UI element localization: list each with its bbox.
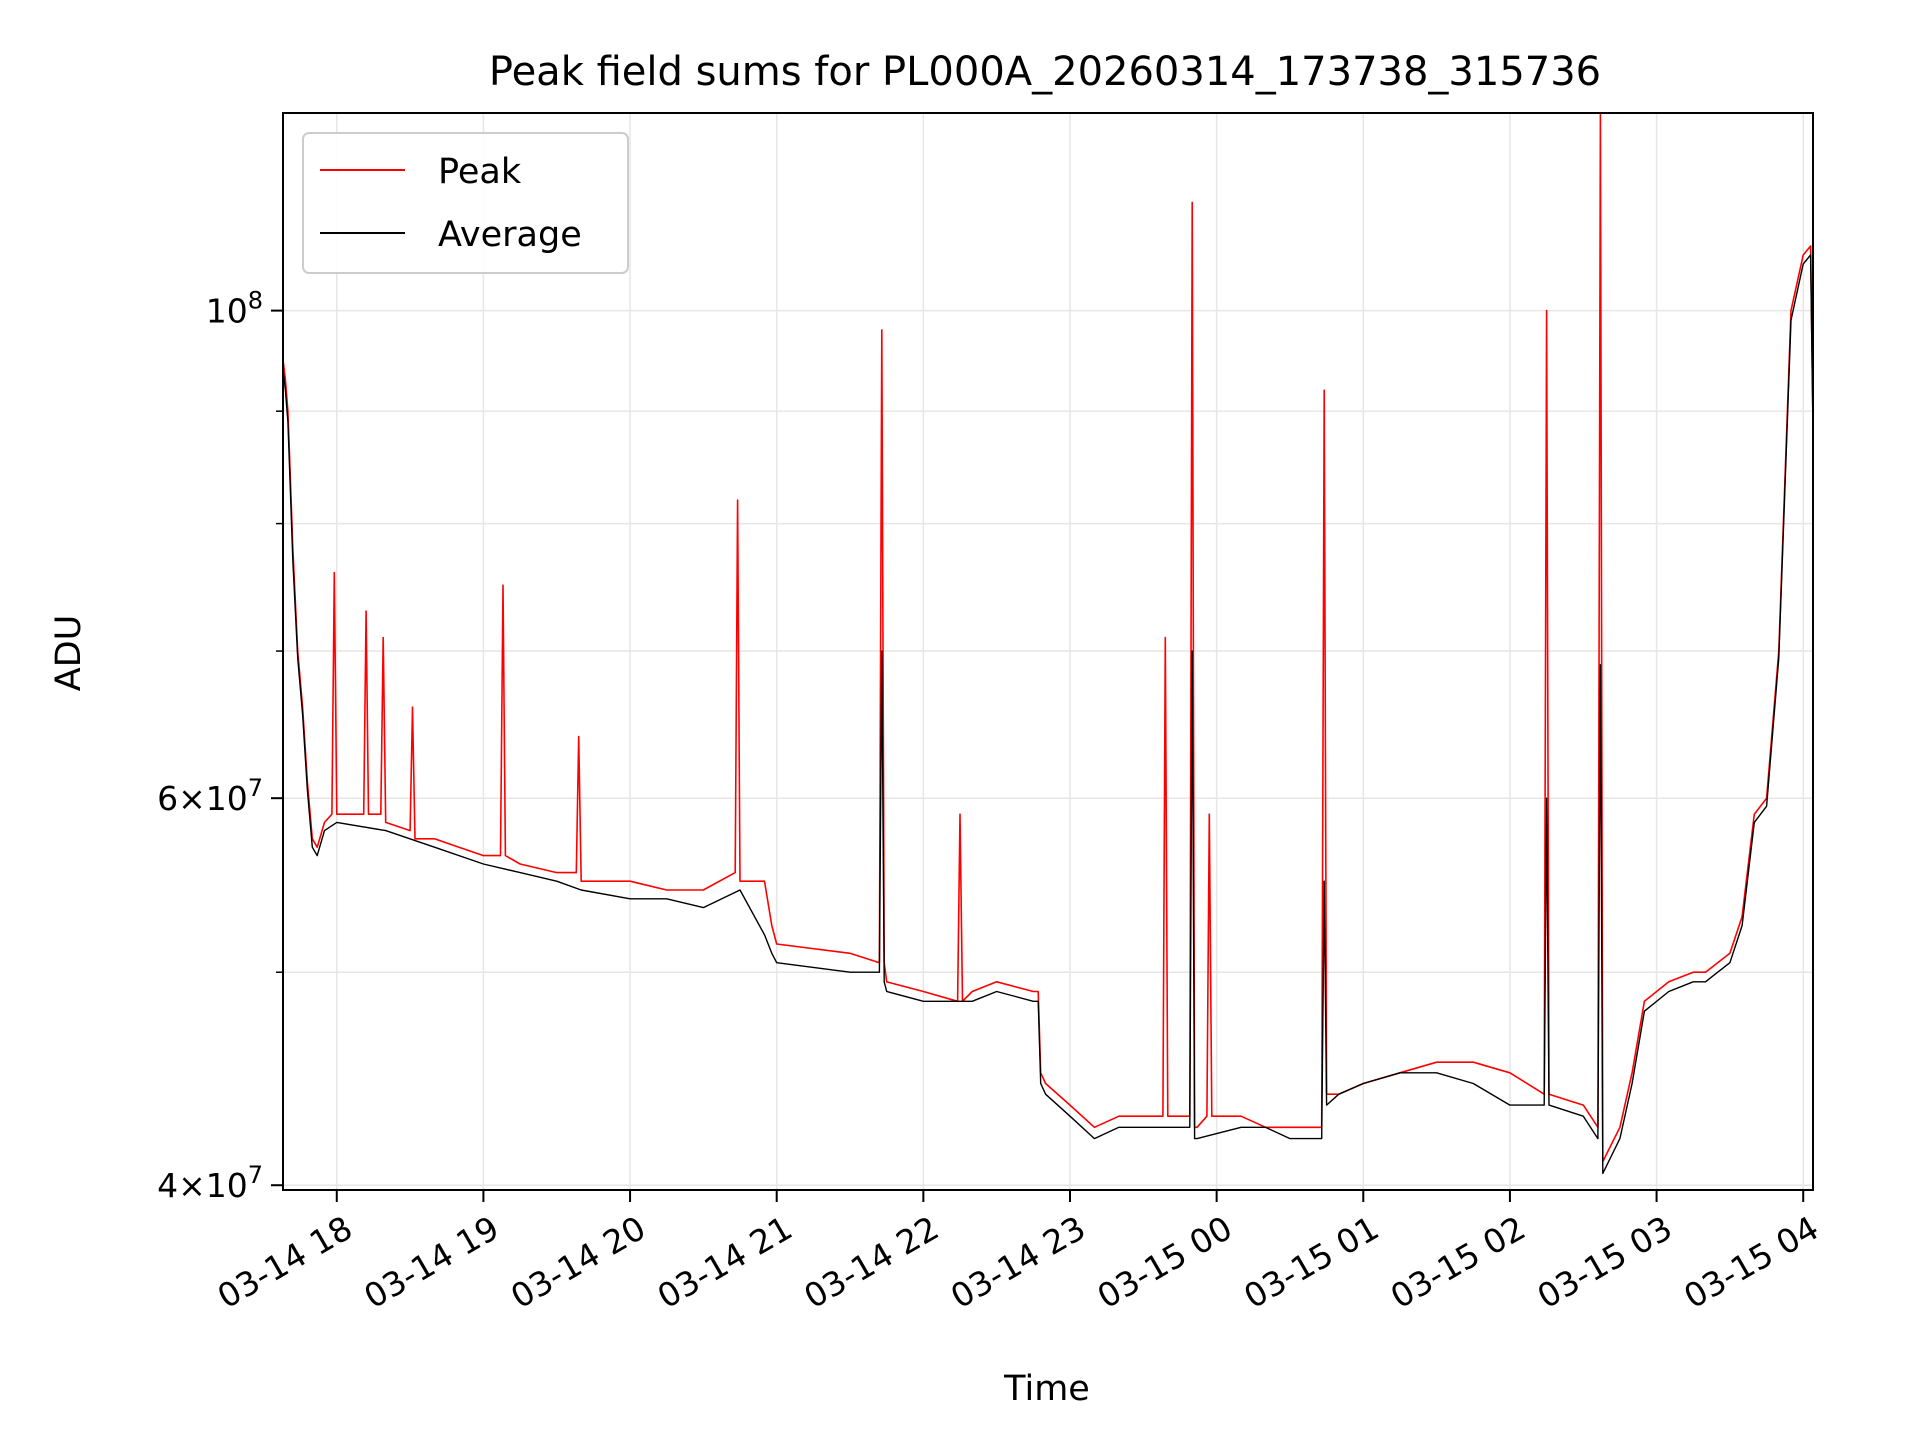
x-axis-label: Time [1003, 1369, 1090, 1409]
series-layer [282, 112, 1814, 1175]
y-tick-label: 108 [206, 287, 263, 331]
grid [283, 113, 1813, 1190]
y-tick-label: 6×107 [157, 774, 263, 818]
y-axis-label: ADU [49, 615, 89, 692]
legend-average-label: Average [438, 215, 582, 255]
legend: Peak Average [302, 132, 629, 274]
y-tick-label: 4×107 [157, 1161, 263, 1205]
legend-peak-label: Peak [438, 152, 522, 192]
series-line-average [282, 254, 1814, 1175]
y-axis: 4×107 6×107 108 [157, 287, 283, 1205]
legend-box [302, 132, 629, 274]
chart-title: Peak field sums for PL000A_20260314_1737… [489, 49, 1601, 95]
series-line-peak [282, 112, 1814, 1163]
